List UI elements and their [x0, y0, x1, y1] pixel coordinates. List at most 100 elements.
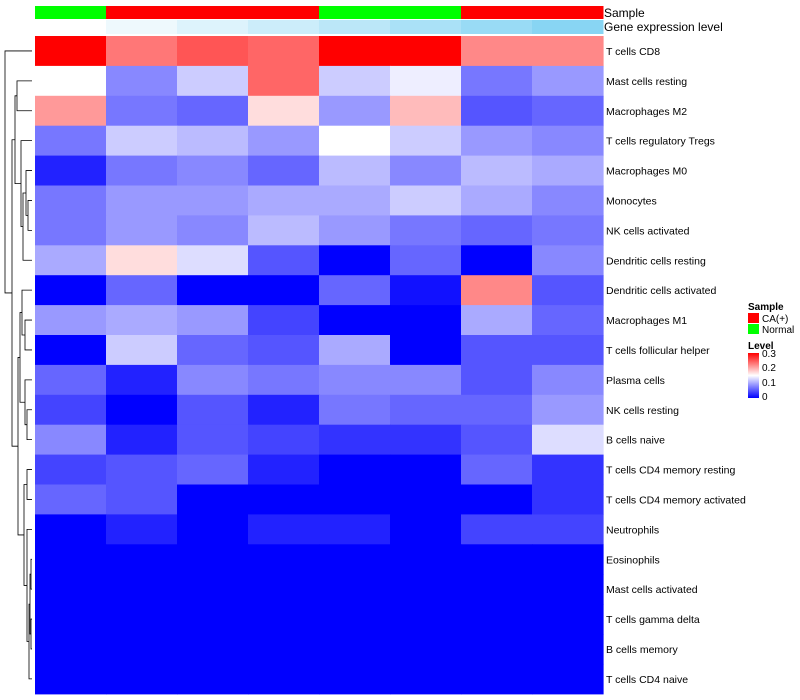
- heatmap-cell: [532, 663, 604, 695]
- heatmap-cell: [390, 364, 462, 396]
- heatmap-cell: [319, 155, 391, 187]
- heatmap-cell: [35, 125, 107, 157]
- row-label: B cells memory: [606, 644, 679, 656]
- heatmap-cell: [177, 95, 249, 127]
- dendrogram-branch: [4, 50, 32, 294]
- heatmap-cell: [35, 663, 107, 695]
- heatmap-cell: [106, 394, 178, 426]
- sample-legend-label-normal: Normal: [762, 325, 794, 336]
- heatmap-cell: [248, 245, 320, 276]
- heatmap-cell: [106, 663, 178, 695]
- heatmap-cell: [35, 604, 107, 635]
- heatmap-cell: [106, 514, 178, 545]
- sample-annotation-cell: [461, 6, 533, 19]
- heatmap-cell: [177, 394, 249, 426]
- sample-legend-title: Sample: [748, 302, 784, 313]
- dendrogram-branch: [26, 469, 32, 500]
- row-label: T cells follicular helper: [606, 345, 710, 357]
- heatmap-cell: [390, 574, 462, 605]
- heatmap-cell: [532, 36, 604, 67]
- row-label: Mast cells resting: [606, 76, 687, 88]
- heatmap-cell: [532, 305, 604, 336]
- heatmap-cell: [319, 305, 391, 336]
- heatmap-cell: [532, 275, 604, 306]
- dendrogram-branch: [24, 379, 32, 426]
- heatmap-cell: [461, 245, 533, 276]
- dendrogram-branch: [19, 312, 25, 403]
- heatmap-cell: [248, 335, 320, 366]
- heatmap-cell: [319, 574, 391, 605]
- dendrogram-branch: [14, 95, 21, 185]
- heatmap-cell: [177, 275, 249, 306]
- heatmap-cell: [248, 544, 320, 575]
- sample-annotation-cell: [390, 6, 462, 19]
- heatmap-cell: [461, 36, 533, 67]
- heatmap-cell: [461, 215, 533, 246]
- heatmap-cell: [248, 484, 320, 515]
- heatmap-cell: [106, 335, 178, 366]
- dendrogram-branch: [16, 80, 32, 112]
- heatmap-cell: [319, 215, 391, 246]
- heatmap-cell: [532, 95, 604, 127]
- row-label: T cells CD8: [606, 46, 660, 58]
- heatmap-cell: [390, 185, 462, 216]
- heatmap-cell: [390, 663, 462, 695]
- heatmap-cell: [177, 663, 249, 695]
- expression-annotation-cell: [390, 20, 462, 34]
- heatmap-cell: [319, 275, 391, 306]
- row-label: Plasma cells: [606, 375, 665, 387]
- heatmap-cell: [248, 634, 320, 665]
- sample-annotation-cell: [532, 6, 604, 19]
- heatmap-cell: [35, 484, 107, 515]
- heatmap-cell: [35, 36, 107, 67]
- heatmap-cell: [461, 454, 533, 486]
- heatmap-cell: [461, 125, 533, 157]
- heatmap-cell: [106, 65, 178, 97]
- heatmap-cell: [461, 574, 533, 605]
- expression-annotation-cell: [461, 20, 533, 34]
- expression-annotation-cell: [319, 20, 391, 34]
- heatmap-cell: [248, 604, 320, 635]
- row-label: NK cells resting: [606, 405, 679, 417]
- heatmap-cell: [461, 305, 533, 336]
- level-legend-tick-0.1: 0.1: [762, 378, 776, 389]
- heatmap-cell: [177, 454, 249, 486]
- row-label: T cells CD4 memory activated: [606, 494, 746, 506]
- dendrogram-branch: [27, 200, 32, 231]
- heatmap-cell: [177, 305, 249, 336]
- heatmap-cell: [248, 663, 320, 695]
- expression-annotation-cell: [106, 20, 178, 34]
- heatmap-cell: [248, 514, 320, 545]
- sample-annotation-cell: [177, 6, 249, 19]
- heatmap-cell: [177, 604, 249, 635]
- legend: Sample CA(+) Normal Level 0.3 0.2 0.1 0: [748, 302, 794, 403]
- heatmap-cell: [35, 574, 107, 605]
- heatmap-cell: [390, 155, 462, 187]
- heatmap-cell: [177, 424, 249, 456]
- heatmap-cell: [532, 394, 604, 426]
- heatmap-cell: [390, 424, 462, 456]
- heatmap-cell: [106, 305, 178, 336]
- heatmap-cell: [106, 634, 178, 665]
- heatmap-cell: [461, 634, 533, 665]
- heatmap-cell: [319, 394, 391, 426]
- heatmap-cell: [461, 544, 533, 575]
- heatmap-cell: [461, 604, 533, 635]
- heatmap-cell: [177, 544, 249, 575]
- heatmap-cell: [319, 604, 391, 635]
- heatmap-cell: [177, 125, 249, 157]
- heatmap-cell: [319, 36, 391, 67]
- heatmap-cells: [35, 36, 604, 695]
- heatmap-cell: [177, 245, 249, 276]
- row-label: T cells CD4 naive: [606, 674, 688, 686]
- dendrogram-branch: [24, 319, 32, 351]
- heatmap-cell: [390, 394, 462, 426]
- expression-annotation-cell: [532, 20, 604, 34]
- heatmap-cell: [248, 95, 320, 127]
- sample-annotation-cell: [319, 6, 391, 19]
- heatmap-cell: [319, 514, 391, 545]
- heatmap-cell: [106, 36, 178, 67]
- row-label: Macrophages M1: [606, 315, 687, 327]
- row-dendrogram: [4, 50, 32, 680]
- heatmap-cell: [390, 125, 462, 157]
